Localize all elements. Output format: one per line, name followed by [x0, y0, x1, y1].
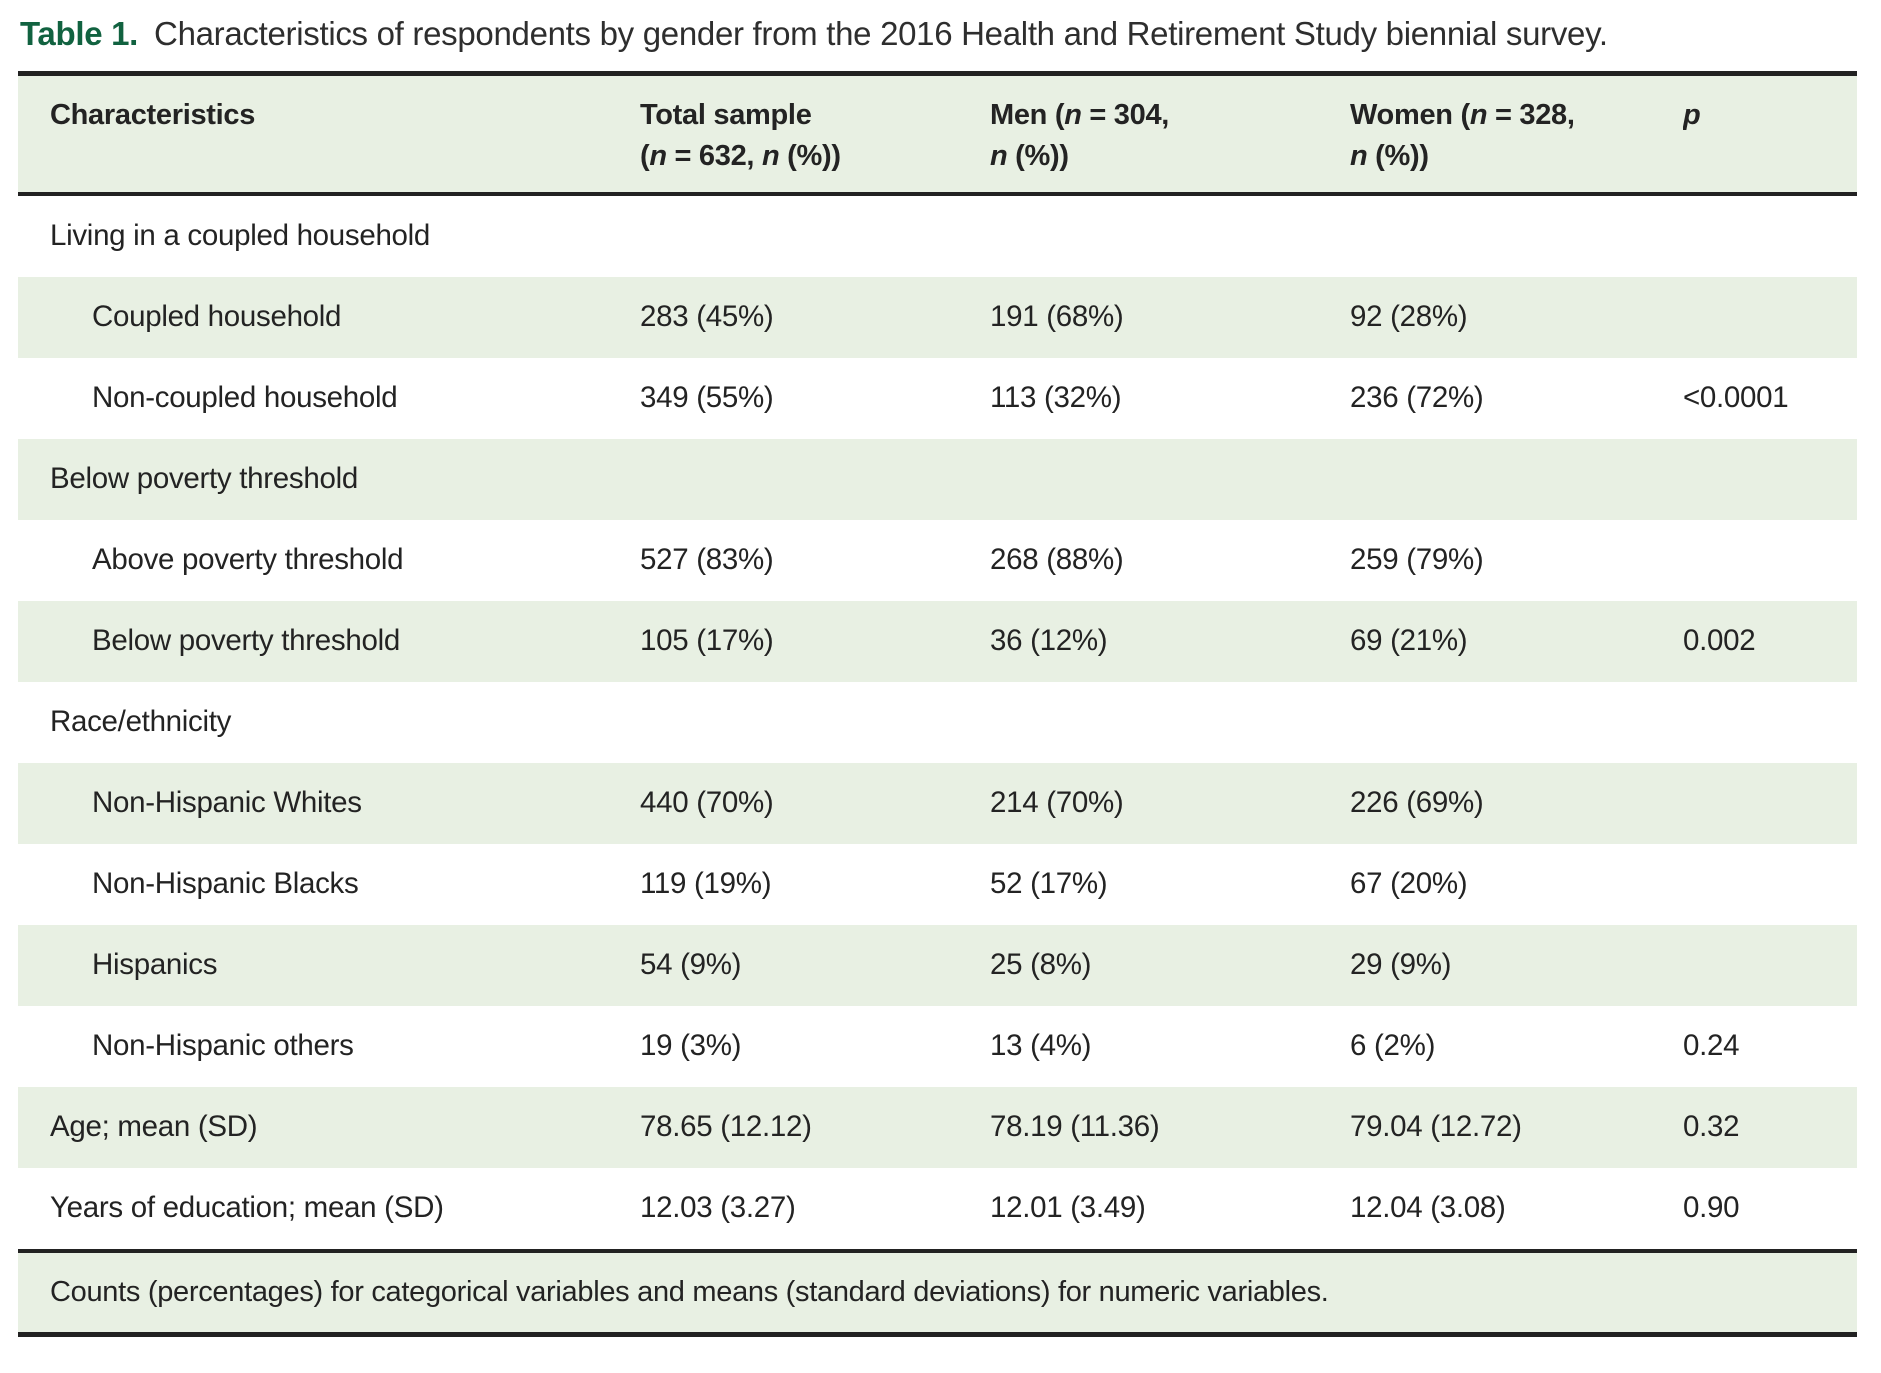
table-section-row: Living in a coupled household [18, 196, 1857, 277]
table-row: Below poverty threshold 105 (17%) 36 (12… [18, 600, 1857, 682]
row-label: Race/ethnicity [50, 705, 232, 739]
header-men: Men (n = 304, n (%)) [990, 98, 1170, 172]
row-label: Hispanics [92, 948, 218, 982]
total-cell: 12.03 (3.27) [640, 1191, 796, 1225]
table-row: Coupled household 283 (45%) 191 (68%) 92… [18, 276, 1857, 358]
row-label: Coupled household [92, 300, 342, 334]
total-cell: 349 (55%) [640, 381, 774, 415]
row-label: Non-Hispanic Whites [92, 786, 362, 820]
header-total-sample: Total sample (n = 632, n (%)) [640, 98, 841, 172]
table-caption-text: Characteristics of respondents by gender… [154, 15, 1608, 52]
row-label: Above poverty threshold [92, 543, 404, 577]
p-cell: 0.32 [1683, 1110, 1740, 1144]
total-cell: 54 (9%) [640, 948, 742, 982]
header-p-value: p [1683, 98, 1701, 131]
table-row: Non-coupled household 349 (55%) 113 (32%… [18, 358, 1857, 439]
men-cell: 214 (70%) [990, 786, 1124, 820]
total-cell: 105 (17%) [640, 624, 774, 658]
women-cell: 6 (2%) [1350, 1029, 1436, 1063]
table-caption: Table 1. Characteristics of respondents b… [20, 14, 1881, 54]
women-cell: 67 (20%) [1350, 867, 1468, 901]
table-row: Years of education; mean (SD) 12.03 (3.2… [18, 1168, 1857, 1249]
men-cell: 12.01 (3.49) [990, 1191, 1146, 1225]
row-label: Age; mean (SD) [50, 1110, 258, 1144]
table-row: Non-Hispanic Whites 440 (70%) 214 (70%) … [18, 762, 1857, 844]
total-cell: 119 (19%) [640, 867, 772, 901]
women-cell: 79.04 (12.72) [1350, 1110, 1522, 1144]
characteristics-table: Characteristics Total sample (n = 632, n … [18, 70, 1857, 1337]
row-label: Non-Hispanic others [92, 1029, 354, 1063]
row-label: Below poverty threshold [50, 462, 358, 496]
men-cell: 268 (88%) [990, 543, 1124, 577]
total-cell: 19 (3%) [640, 1029, 742, 1063]
row-label: Non-coupled household [92, 381, 398, 415]
table-row: Non-Hispanic Blacks 119 (19%) 52 (17%) 6… [18, 844, 1857, 925]
women-cell: 29 (9%) [1350, 948, 1452, 982]
table-section-row: Below poverty threshold [18, 438, 1857, 520]
header-women: Women (n = 328, n (%)) [1350, 98, 1575, 172]
men-cell: 191 (68%) [990, 300, 1124, 334]
women-cell: 92 (28%) [1350, 300, 1468, 334]
men-cell: 13 (4%) [990, 1029, 1092, 1063]
total-cell: 527 (83%) [640, 543, 774, 577]
table-footnote: Counts (percentages) for categorical var… [18, 1248, 1857, 1332]
men-cell: 52 (17%) [990, 867, 1108, 901]
women-cell: 236 (72%) [1350, 381, 1484, 415]
p-cell: 0.002 [1683, 624, 1756, 658]
row-label: Non-Hispanic Blacks [92, 867, 359, 901]
p-cell: <0.0001 [1683, 381, 1789, 415]
women-cell: 226 (69%) [1350, 786, 1484, 820]
table-row: Hispanics 54 (9%) 25 (8%) 29 (9%) [18, 924, 1857, 1006]
table-row: Non-Hispanic others 19 (3%) 13 (4%) 6 (2… [18, 1006, 1857, 1087]
table-row: Age; mean (SD) 78.65 (12.12) 78.19 (11.3… [18, 1086, 1857, 1168]
table-footnote-text: Counts (percentages) for categorical var… [50, 1275, 1329, 1308]
p-cell: 0.24 [1683, 1029, 1740, 1063]
women-cell: 69 (21%) [1350, 624, 1468, 658]
total-cell: 78.65 (12.12) [640, 1110, 812, 1144]
table-caption-label: Table 1. [20, 15, 139, 52]
table-header-row: Characteristics Total sample (n = 632, n … [18, 75, 1857, 196]
women-cell: 12.04 (3.08) [1350, 1191, 1506, 1225]
men-cell: 36 (12%) [990, 624, 1108, 658]
men-cell: 25 (8%) [990, 948, 1092, 982]
total-cell: 440 (70%) [640, 786, 774, 820]
table-row: Above poverty threshold 527 (83%) 268 (8… [18, 520, 1857, 601]
row-label: Below poverty threshold [92, 624, 400, 658]
row-label: Years of education; mean (SD) [50, 1191, 444, 1225]
p-cell: 0.90 [1683, 1191, 1740, 1225]
header-characteristics: Characteristics [50, 98, 256, 131]
men-cell: 113 (32%) [990, 381, 1122, 415]
men-cell: 78.19 (11.36) [990, 1110, 1160, 1144]
row-label: Living in a coupled household [50, 219, 431, 253]
women-cell: 259 (79%) [1350, 543, 1484, 577]
table-section-row: Race/ethnicity [18, 682, 1857, 763]
total-cell: 283 (45%) [640, 300, 774, 334]
